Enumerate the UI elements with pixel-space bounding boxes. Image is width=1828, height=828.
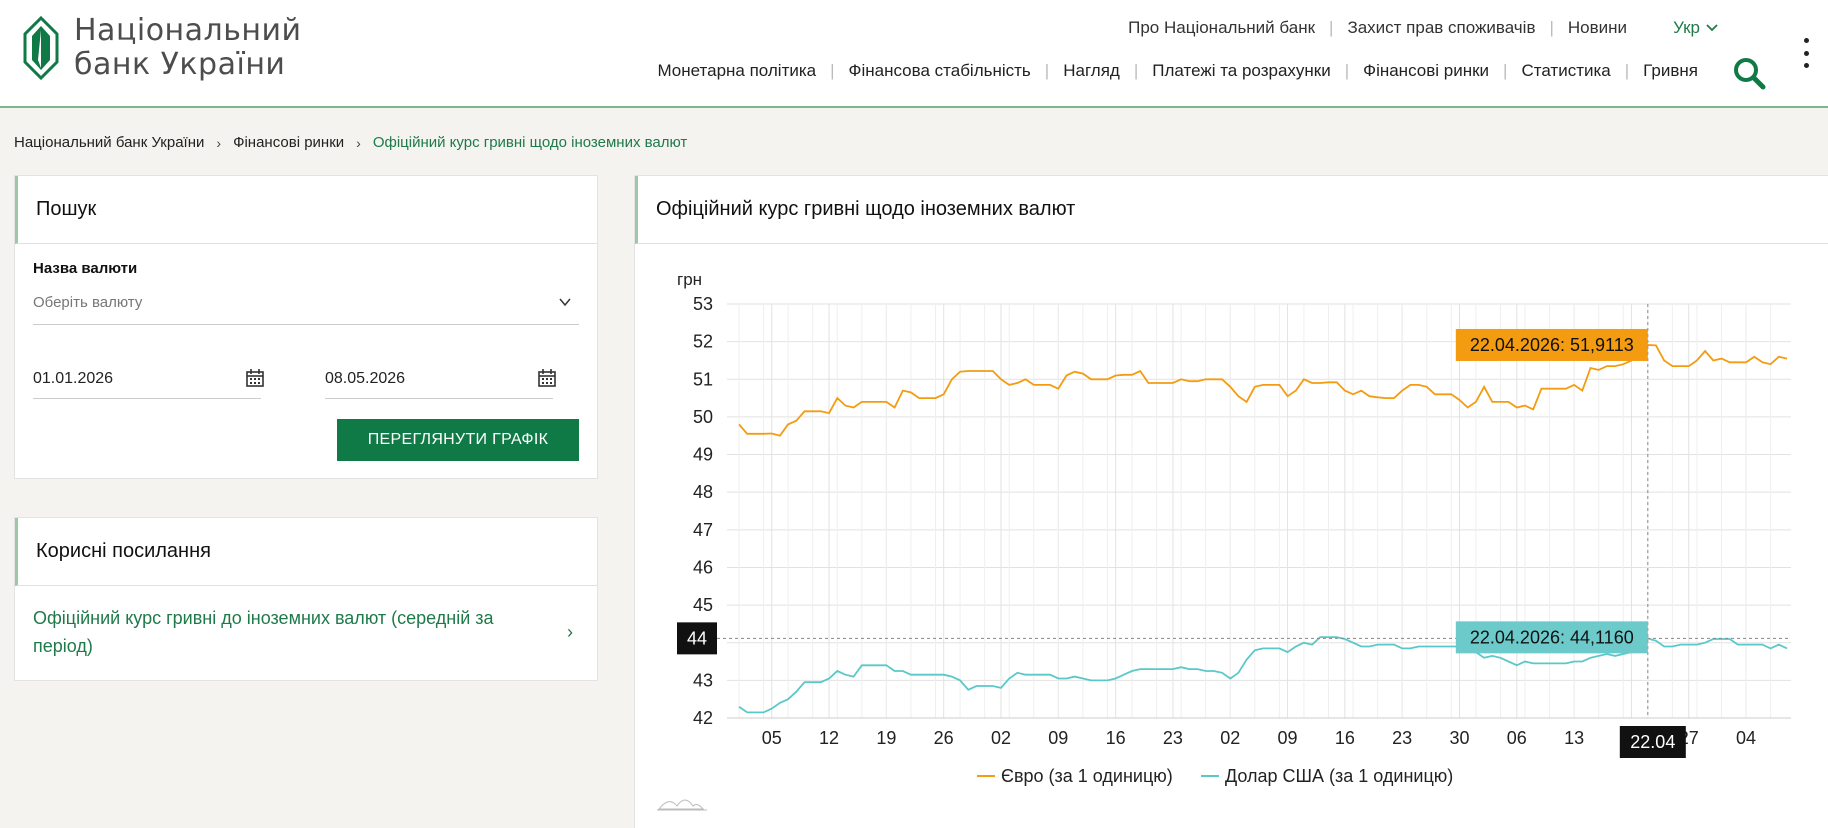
breadcrumb: Національний банк України › Фінансові ри… — [14, 134, 687, 151]
currency-placeholder: Оберіть валюту — [33, 294, 143, 311]
nav-financial-markets[interactable]: Фінансові ринки — [1363, 61, 1490, 80]
top-link-consumer-protection[interactable]: Захист прав споживачів — [1347, 18, 1536, 37]
x-tick-label: 09 — [1278, 728, 1298, 748]
y-tick-label: 45 — [693, 595, 713, 615]
y-tick-label: 51 — [693, 369, 713, 389]
x-tick-label: 02 — [1220, 728, 1240, 748]
x-tick-label: 02 — [991, 728, 1011, 748]
view-chart-button[interactable]: ПЕРЕГЛЯНУТИ ГРАФІК — [337, 419, 579, 461]
nbu-logo[interactable]: Національний банк України — [22, 14, 302, 82]
divider: | — [830, 61, 835, 80]
x-tick-label: 05 — [762, 728, 782, 748]
x-marker-box — [1619, 726, 1686, 758]
chevron-down-icon — [1706, 24, 1718, 32]
calendar-icon[interactable] — [537, 368, 557, 388]
useful-links-title: Корисні посилання — [15, 518, 597, 586]
date-from-value: 01.01.2026 — [33, 370, 114, 387]
date-to-value: 08.05.2026 — [325, 370, 406, 387]
divider: | — [1549, 18, 1554, 37]
average-rate-link[interactable]: Офіційний курс гривні до іноземних валют… — [33, 608, 494, 656]
divider: | — [1624, 61, 1630, 80]
breadcrumb-financial-markets[interactable]: Фінансові ринки — [233, 134, 345, 151]
exchange-rate-chart[interactable]: грн 42 43 44 45 46 47 48 49 50 51 52 53 05 12 19 26 02 09 1… — [635, 176, 1828, 828]
tooltip-usd-text: 22.04.2026: 44,1160 — [1470, 627, 1634, 647]
breadcrumb-home[interactable]: Національний банк України — [14, 134, 205, 151]
nav-financial-stability[interactable]: Фінансова стабільність — [848, 61, 1031, 80]
search-icon[interactable] — [1732, 56, 1766, 90]
y-tick-label: 46 — [693, 557, 713, 577]
divider: | — [1503, 61, 1508, 80]
logo-line-2: банк України — [74, 47, 286, 82]
currency-label: Назва валюти — [33, 260, 138, 277]
site-header: Національний банк України Про Національн… — [0, 0, 1828, 108]
y-marker-text: 44 — [687, 628, 707, 648]
language-label: Укр — [1673, 18, 1700, 37]
x-tick-label: 19 — [876, 728, 896, 748]
x-tick-label: 12 — [819, 728, 839, 748]
chevron-right-icon: › — [216, 134, 222, 151]
x-tick-label: 13 — [1564, 728, 1584, 748]
x-tick-label: 09 — [1048, 728, 1068, 748]
y-tick-label: 43 — [693, 670, 713, 690]
chart-panel-title: Офіційний курс гривні щодо іноземних вал… — [635, 176, 1828, 244]
currency-select[interactable]: Оберіть валюту — [33, 290, 579, 325]
y-tick-label: 52 — [693, 332, 713, 352]
nav-supervision[interactable]: Нагляд — [1063, 61, 1120, 80]
more-menu-icon[interactable] — [1804, 38, 1810, 68]
useful-links-panel: Корисні посилання Офіційний курс гривні … — [14, 517, 598, 681]
chevron-down-icon — [559, 298, 571, 307]
divider: | — [1133, 61, 1139, 80]
main-nav: Монетарна політика | Фінансова стабільні… — [657, 61, 1698, 81]
divider: | — [1344, 61, 1350, 80]
series-line-euro — [738, 344, 1788, 437]
nav-hryvnia[interactable]: Гривня — [1643, 61, 1698, 80]
breadcrumb-current: Офіційний курс гривні щодо іноземних вал… — [372, 134, 688, 151]
nav-monetary-policy[interactable]: Монетарна політика — [657, 61, 817, 80]
language-selector[interactable]: Укр — [1673, 18, 1718, 38]
nav-statistics[interactable]: Статистика — [1521, 61, 1611, 80]
divider: | — [1044, 61, 1050, 80]
y-tick-label: 48 — [693, 482, 713, 502]
nav-payments[interactable]: Платежі та розрахунки — [1152, 61, 1331, 80]
x-tick-label: 23 — [1163, 728, 1183, 748]
y-marker-box — [677, 622, 717, 655]
y-tick-label: 50 — [693, 407, 713, 427]
logo-text: Національний банк України — [74, 14, 302, 82]
x-marker-text: 22.04 — [1630, 732, 1675, 752]
legend-item-usd[interactable]: Долар США (за 1 одиницю) — [1225, 766, 1453, 786]
tooltip-usd-box — [1455, 621, 1648, 654]
x-tick-label: 26 — [934, 728, 954, 748]
chevron-right-icon[interactable]: › — [567, 622, 573, 642]
y-tick-label: 47 — [693, 520, 713, 540]
x-tick-label: 16 — [1106, 728, 1126, 748]
search-panel-title: Пошук — [15, 176, 597, 244]
date-from-field[interactable]: 01.01.2026 — [33, 362, 264, 399]
series-line-usd — [738, 636, 1788, 714]
x-tick-label: 06 — [1507, 728, 1527, 748]
navigator-icon — [657, 799, 705, 810]
y-tick-label: 42 — [693, 708, 713, 728]
tooltip-euro-box — [1455, 328, 1648, 361]
y-tick-label: 49 — [693, 445, 713, 465]
tooltip-euro-text: 22.04.2026: 51,9113 — [1470, 335, 1634, 355]
nbu-emblem-icon — [23, 16, 59, 80]
x-tick-label: 04 — [1736, 728, 1756, 748]
chart-panel: Офіційний курс гривні щодо іноземних вал… — [634, 175, 1828, 828]
y-axis-label: грн — [677, 270, 702, 289]
calendar-icon[interactable] — [245, 368, 265, 388]
legend-item-euro[interactable]: Євро (за 1 одиницю) — [1001, 766, 1173, 786]
logo-line-1: Національний — [74, 13, 302, 48]
x-tick-label: 16 — [1335, 728, 1355, 748]
top-link-news[interactable]: Новини — [1567, 18, 1628, 37]
x-tick-label: 30 — [1449, 728, 1469, 748]
top-nav: Про Національний банк | Захист прав спож… — [1128, 18, 1718, 38]
chevron-right-icon: › — [356, 134, 361, 151]
date-to-field[interactable]: 08.05.2026 — [325, 362, 556, 399]
x-tick-label: 23 — [1392, 728, 1412, 748]
search-panel: Пошук Назва валюти Оберіть валюту 01.01.… — [14, 175, 598, 479]
top-link-about[interactable]: Про Національний банк — [1128, 18, 1316, 37]
divider: | — [1329, 18, 1334, 37]
y-tick-label: 53 — [693, 294, 713, 314]
